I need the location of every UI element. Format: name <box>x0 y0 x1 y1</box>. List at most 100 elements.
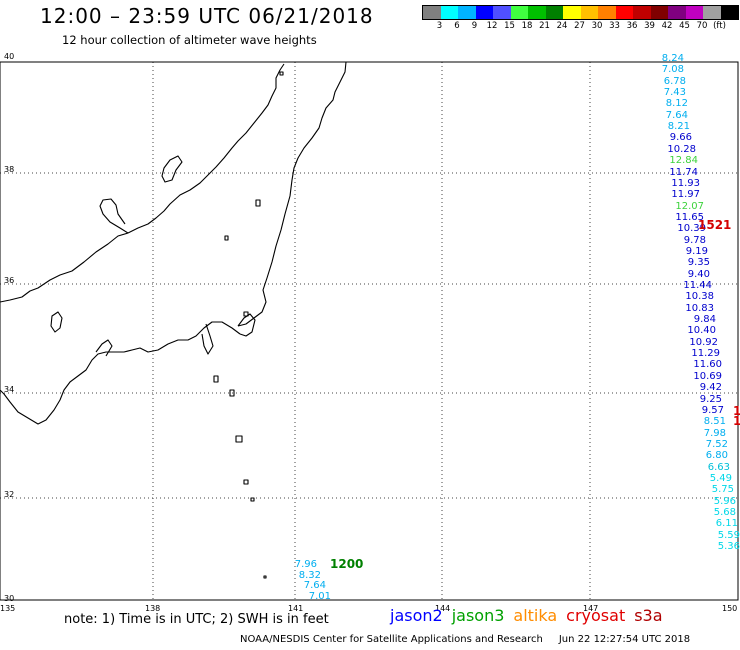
legend-swatch <box>528 6 546 19</box>
lon-label-138: 138 <box>145 604 161 613</box>
legend-swatch <box>720 6 738 19</box>
legend-swatch <box>440 6 458 19</box>
wave-height-value: 8.32 <box>298 569 321 581</box>
wave-height-value: 10.92 <box>689 336 718 348</box>
wave-height-value: 9.25 <box>699 393 722 405</box>
wave-height-value: 5.96 <box>713 495 736 507</box>
legend-swatch <box>703 6 721 19</box>
legend-label: 18 <box>521 21 533 31</box>
legend-swatch <box>650 6 668 19</box>
satellite-altika: altika <box>513 606 558 625</box>
legend-label: 12 <box>486 21 498 31</box>
lon-label-147: 147 <box>583 604 599 613</box>
lat-label-30: 30 <box>4 594 15 603</box>
units-note: note: 1) Time is in UTC; 2) SWH is in fe… <box>64 612 329 627</box>
lat-label-32: 32 <box>4 490 15 499</box>
legend-swatch <box>423 6 441 19</box>
wave-height-value: 11.29 <box>691 348 720 360</box>
legend-label: 24 <box>556 21 568 31</box>
wave-height-value: 5.68 <box>713 507 736 518</box>
wave-height-value: 7.64 <box>303 580 326 591</box>
wave-height-value: 9.19 <box>685 245 708 257</box>
wave-height-value: 12.07 <box>675 200 704 212</box>
lon-label-141: 141 <box>288 604 304 613</box>
wave-height-value: 7.96 <box>294 559 317 570</box>
wave-height-value: 6.78 <box>663 75 686 87</box>
lon-label-150: 150 <box>722 604 738 613</box>
legend-label: 15 <box>504 21 515 31</box>
satellite-legend: jason2 jason3 altika cryosat s3a <box>390 606 672 625</box>
wave-height-value: 7.52 <box>705 438 728 450</box>
wave-height-value: 7.98 <box>703 427 726 439</box>
wave-height-value: 8.24 <box>661 53 684 64</box>
legend-label: (ft) <box>713 21 726 31</box>
legend-label: 3 <box>436 21 443 31</box>
legend-label: 33 <box>609 21 620 31</box>
wave-height-value: 10.28 <box>667 143 696 155</box>
legend-swatch <box>458 6 476 19</box>
lon-label-135: 135 <box>0 604 16 613</box>
wave-height-value: 8.12 <box>665 98 688 110</box>
legend-label: 70 <box>696 21 708 31</box>
wave-height-value: 9.35 <box>687 257 710 269</box>
legend-swatch <box>598 6 616 19</box>
wave-height-value: 9.78 <box>683 234 706 246</box>
wave-height-value: 6.63 <box>707 461 730 473</box>
wave-height-value: 5.75 <box>711 484 734 496</box>
wave-height-value: 10.38 <box>685 291 714 303</box>
legend-label: 27 <box>574 21 585 31</box>
legend-swatch <box>633 6 651 19</box>
legend-swatch <box>475 6 493 19</box>
wave-height-value: 5.49 <box>709 472 732 484</box>
wave-height-value: 11.65 <box>675 211 704 223</box>
color-legend-labels: 3 6 9 12 15 18 21 24 27 30 33 36 39 42 45 70 (ft) <box>422 21 740 35</box>
wave-height-value: 7.64 <box>665 109 688 121</box>
graticule <box>0 62 738 600</box>
map-frame <box>0 61 739 601</box>
legend-swatch <box>493 6 511 19</box>
lat-label-40: 40 <box>4 52 15 61</box>
legend-label: 45 <box>679 21 690 31</box>
credit-text: NOAA/NESDIS Center for Satellite Applica… <box>240 634 543 645</box>
legend-label: 39 <box>644 21 655 31</box>
wave-height-value: 11.97 <box>671 189 700 201</box>
pass-time-label: 1521 <box>698 218 732 232</box>
satellite-cryosat: cryosat <box>566 606 626 625</box>
wave-height-value: 9.40 <box>687 268 710 280</box>
wave-height-value: 9.84 <box>693 314 716 326</box>
satellite-jason3: jason3 <box>451 606 505 625</box>
legend-swatch <box>545 6 563 19</box>
wave-height-value: 8.21 <box>667 121 690 133</box>
legend-swatch <box>668 6 686 19</box>
coastline <box>0 61 347 579</box>
wave-height-value: 9.42 <box>699 382 722 394</box>
satellite-s3a: s3a <box>634 606 663 625</box>
lon-label-144: 144 <box>435 604 451 613</box>
wave-height-value: 10.40 <box>687 325 716 337</box>
legend-label: 21 <box>539 21 550 31</box>
wave-height-value: 11.74 <box>669 166 698 178</box>
wave-height-value: 10.69 <box>693 370 722 382</box>
wave-height-value: 10.39 <box>677 223 706 235</box>
wave-height-value: 5.36 <box>717 541 740 553</box>
legend-swatch <box>685 6 703 19</box>
wave-height-value: 6.11 <box>715 518 738 530</box>
generated-timestamp: Jun 22 12:27:54 UTC 2018 <box>558 634 691 645</box>
wave-height-value: 6.80 <box>705 450 728 462</box>
map-title: 12:00 – 23:59 UTC 06/21/2018 <box>40 4 374 28</box>
wave-height-value: 10.83 <box>685 302 714 314</box>
legend-label: 9 <box>471 21 478 31</box>
credit-line: NOAA/NESDIS Center for Satellite Applica… <box>240 634 690 645</box>
legend-label: 42 <box>661 21 673 31</box>
pass-time-label: 1 <box>733 414 740 428</box>
wave-height-value: 9.66 <box>669 132 692 144</box>
wave-height-value: 7.43 <box>663 87 686 99</box>
wave-height-value: 11.60 <box>693 359 722 371</box>
legend-swatch <box>563 6 581 19</box>
wave-height-value: 9.57 <box>701 404 724 416</box>
pass-time-label: 1 <box>733 404 740 418</box>
wave-height-value: 8.51 <box>703 416 726 428</box>
map-subtitle: 12 hour collection of altimeter wave hei… <box>62 33 317 47</box>
wave-height-value: 12.84 <box>669 155 698 167</box>
